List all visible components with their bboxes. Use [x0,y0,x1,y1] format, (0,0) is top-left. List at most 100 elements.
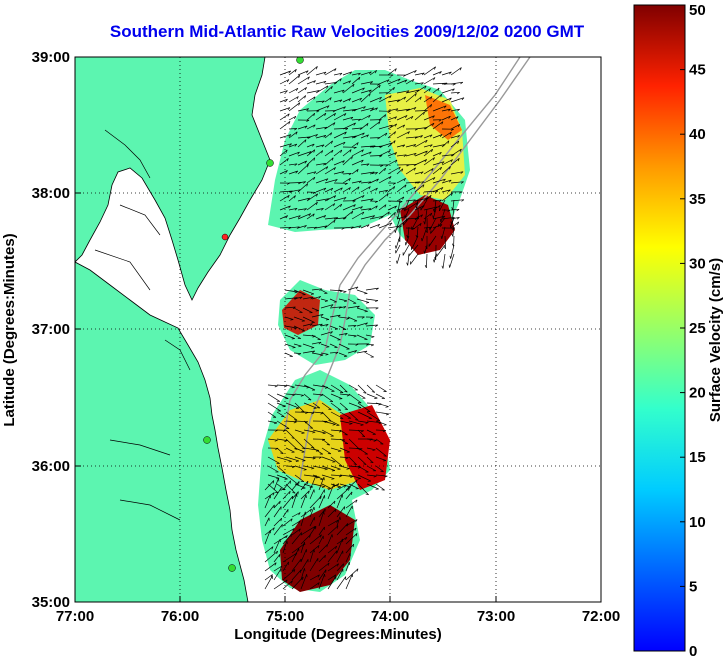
velocity-arrow [423,77,436,85]
velocity-arrow-head [308,213,311,217]
velocity-arrow [279,79,290,85]
velocity-arrow-head [313,226,317,230]
velocity-arrow [348,483,359,490]
velocity-arrow [366,483,379,490]
velocity-arrow-head [412,227,416,230]
velocity-arrow [342,156,353,166]
velocity-arrow-head [361,435,365,438]
velocity-arrow-head [286,79,290,83]
velocity-arrow-head [421,238,423,242]
velocity-arrow [302,350,315,354]
velocity-arrow [405,89,420,94]
velocity-arrow [273,524,283,536]
velocity-arrow-head [326,346,330,348]
velocity-arrow [318,526,325,536]
velocity-arrow [321,465,336,471]
velocity-arrow-head [447,189,451,193]
velocity-arrow-head [321,100,325,103]
velocity-arrow [345,491,353,500]
velocity-arrow [329,298,337,303]
velocity-arrow [375,456,387,461]
velocity-arrow [405,70,417,76]
velocity-arrow [267,438,278,441]
velocity-arrow [366,465,377,472]
velocity-arrow-head [394,212,396,216]
velocity-arrow-head [336,550,338,554]
velocity-arrow [396,96,406,103]
velocity-arrow-head [374,200,378,203]
velocity-arrow [297,164,309,175]
velocity-arrow-head [438,199,442,203]
velocity-arrow [395,244,401,254]
velocity-arrow [351,132,365,139]
velocity-arrow [369,96,382,103]
velocity-arrow-head [304,87,307,91]
velocity-arrow [387,116,397,121]
velocity-arrow-head [312,431,316,434]
velocity-arrow [356,307,368,312]
velocity-arrow-head [336,563,339,567]
velocity-arrow-head [291,437,295,439]
velocity-arrow [347,350,357,354]
velocity-arrow-head [398,166,401,170]
velocity-arrow [321,384,335,392]
velocity-arrow [434,199,437,213]
velocity-arrow [300,568,305,581]
velocity-arrow-head [385,132,388,136]
velocity-arrow-head [372,449,376,451]
velocity-arrow [387,68,397,76]
velocity-arrow-head [310,446,315,449]
velocity-arrow-head [424,264,427,268]
velocity-arrow-head [394,68,397,72]
velocity-arrow-head [395,159,398,163]
velocity-arrow [360,198,374,202]
velocity-arrow-head [457,221,460,225]
velocity-arrow [285,420,297,423]
velocity-arrow-head [394,116,397,120]
velocity-arrow-head [321,144,325,148]
velocity-arrow-head [325,353,329,356]
velocity-arrow [432,215,446,220]
velocity-arrow-head [431,149,433,153]
velocity-arrow [284,352,293,357]
velocity-arrow-head [293,327,297,330]
velocity-arrow-head [415,234,418,238]
velocity-arrow-head [402,222,405,226]
velocity-arrow [300,526,316,536]
velocity-arrow-head [348,80,351,84]
velocity-arrow-head [429,195,432,199]
velocity-arrow [345,499,358,509]
velocity-arrow [330,438,345,441]
velocity-arrow [345,505,353,518]
velocity-arrow-head [355,343,359,346]
velocity-arrow [333,141,346,148]
velocity-arrow-head [312,457,316,460]
velocity-arrow-head [437,87,440,91]
velocity-arrow-head [404,184,407,188]
colorbar-tick-label: 45 [689,62,706,79]
velocity-arrow [288,69,297,76]
velocity-arrow [282,580,293,590]
velocity-arrow-head [444,105,447,109]
velocity-arrow [423,144,433,148]
velocity-arrow-head [414,70,417,74]
velocity-arrow [330,393,343,400]
velocity-arrow [297,76,310,85]
velocity-arrow [293,316,305,322]
velocity-arrow-head [298,215,301,218]
velocity-arrow-head [294,128,298,131]
velocity-arrow [285,393,296,395]
velocity-arrow [297,151,312,157]
velocity-arrow [396,131,410,139]
velocity-arrow [267,411,277,418]
velocity-arrow-head [424,110,428,113]
velocity-arrow [369,121,381,130]
velocity-arrow [303,465,315,469]
velocity-arrow [320,304,334,309]
velocity-arrow [423,168,434,175]
velocity-arrow-head [290,319,294,321]
velocity-arrow [315,100,325,103]
velocity-arrow [276,420,290,429]
velocity-arrow [297,108,309,112]
velocity-arrow [360,186,371,193]
